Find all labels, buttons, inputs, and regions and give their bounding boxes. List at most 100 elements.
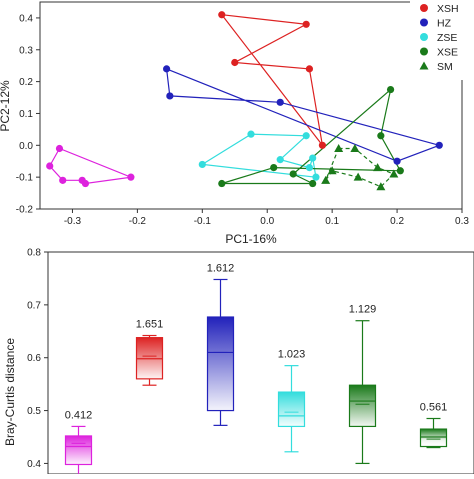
box-group: 0.561 <box>419 402 448 449</box>
box-marks: 0.412 1.651 1.612 1.023 1.129 0.561 <box>64 262 448 476</box>
pca-point-zse <box>198 160 206 169</box>
pca-hull-hz <box>165 67 442 162</box>
box-iqr <box>64 435 93 466</box>
pca-x-tick-label: -0.3 <box>64 216 82 227</box>
pca-point-zse <box>305 164 314 172</box>
pca-legend: XSH HZ ZSE XSE SM <box>410 0 474 80</box>
box-y-tick-label: 0.6 <box>27 353 41 364</box>
box-y-tick-label: 0.5 <box>27 406 41 417</box>
box-value-label: 0.561 <box>420 402 448 414</box>
pca-point-xsh <box>218 11 226 19</box>
pca-point-hz <box>166 92 174 100</box>
box-group: 0.412 <box>64 409 93 476</box>
pca-point-sm <box>373 163 383 172</box>
pca-x-axis-label: PC1-16% <box>225 232 277 246</box>
pca-points <box>46 11 443 191</box>
legend-label-xse: XSE <box>437 47 458 59</box>
pca-point-zse <box>276 156 284 164</box>
box-value-label: 0.412 <box>65 409 93 421</box>
pca-x-tick-label: 0.1 <box>325 216 339 227</box>
box-iqr <box>419 428 448 448</box>
box-y-tick-label: 0.7 <box>27 300 41 311</box>
pca-point-magenta <box>81 179 90 188</box>
box-plot-frame <box>47 251 474 475</box>
pca-point-sm <box>321 175 331 184</box>
pca-point-xse <box>309 179 317 188</box>
box-group: 1.023 <box>277 349 306 453</box>
legend-marker-zse <box>420 33 428 41</box>
pca-point-magenta <box>59 176 67 184</box>
legend-marker-hz <box>420 18 428 27</box>
box-group: 1.129 <box>348 304 377 465</box>
box-y-tick-label: 0.8 <box>27 248 41 259</box>
pca-point-xse <box>218 179 226 188</box>
box-value-label: 1.023 <box>278 349 306 361</box>
pca-point-sm <box>327 166 337 175</box>
pca-point-sm <box>334 143 344 152</box>
box-iqr <box>277 391 306 428</box>
pca-point-sm <box>353 172 363 181</box>
box-value-label: 1.612 <box>207 262 235 274</box>
box-y-axis-label: Bray-Curtis distance <box>3 338 17 446</box>
pca-point-xse <box>386 85 395 94</box>
pca-point-xse <box>289 170 297 178</box>
pca-point-zse <box>312 173 320 181</box>
legend-label-zse: ZSE <box>437 32 457 44</box>
legend-marker-xsh <box>420 4 428 12</box>
pca-y-tick-label: 0.1 <box>19 109 33 120</box>
pca-point-zse <box>309 154 317 162</box>
pca-x-tick-label: 0.0 <box>260 216 274 227</box>
box-value-label: 1.129 <box>349 304 377 316</box>
pca-x-tick-label: 0.3 <box>455 216 469 227</box>
pca-point-xsh <box>318 141 327 149</box>
pca-point-xse <box>377 132 385 140</box>
pca-point-magenta <box>127 173 135 181</box>
box-iqr <box>206 316 235 412</box>
pca-y-tick-label: -0.2 <box>16 205 34 216</box>
pca-point-hz <box>163 65 171 73</box>
legend-marker-xse <box>420 47 428 56</box>
pca-axis-ticks: -0.3 -0.2 -0.1 0.0 0.1 0.2 0.3 -0.2 -0.1 0.0 0.1 0.… <box>16 13 470 227</box>
pca-point-sm <box>376 182 386 191</box>
box-group: 1.612 <box>206 262 235 426</box>
bray-curtis-box-panel: 0.4 0.5 0.6 0.7 0.8 0.412 1.651 1.612 1.023 1.12… <box>3 248 474 476</box>
box-y-tick-label: 0.4 <box>27 459 41 470</box>
pca-y-tick-label: 0.4 <box>19 13 33 24</box>
pca-hull-sm <box>325 147 395 188</box>
pca-point-hz <box>276 98 284 106</box>
legend-label-xsh: XSH <box>437 3 459 15</box>
pca-y-tick-label: 0.2 <box>19 77 33 88</box>
pca-x-tick-label: -0.1 <box>194 216 212 227</box>
legend-label-sm: SM <box>437 61 453 73</box>
pca-point-xsh <box>302 20 310 28</box>
pca-point-xse <box>270 164 278 172</box>
legend-box <box>410 0 474 80</box>
box-iqr <box>348 384 377 428</box>
pca-hull-xse <box>221 87 402 185</box>
box-group: 1.651 <box>136 319 164 386</box>
pca-x-tick-label: 0.2 <box>390 216 404 227</box>
pca-point-magenta <box>55 144 64 153</box>
pca-point-magenta <box>46 162 54 170</box>
pca-scatter-panel: -0.3 -0.2 -0.1 0.0 0.1 0.2 0.3 -0.2 -0.1 0.0 0.1 0.… <box>0 0 474 246</box>
pca-point-zse <box>247 130 255 138</box>
pca-y-tick-label: 0.0 <box>19 141 33 152</box>
pca-point-zse <box>302 132 310 140</box>
box-value-label: 1.651 <box>136 319 164 331</box>
pca-hull-zse <box>200 133 317 178</box>
pca-point-xsh <box>231 58 239 67</box>
pca-point-sm <box>350 143 360 152</box>
pca-hull-xsh <box>220 13 323 146</box>
box-axis-ticks: 0.4 0.5 0.6 0.7 0.8 <box>27 248 48 470</box>
legend-label-hz: HZ <box>437 18 452 30</box>
pca-y-axis-label: PC2-12% <box>0 80 12 132</box>
pca-y-tick-label: 0.3 <box>19 45 33 56</box>
pca-point-sm <box>389 169 399 178</box>
pca-point-xsh <box>305 65 314 73</box>
pca-hulls <box>48 13 442 188</box>
pca-plot-frame <box>39 1 463 210</box>
legend-marker-sm <box>419 61 429 70</box>
pca-y-tick-label: -0.1 <box>16 173 34 184</box>
